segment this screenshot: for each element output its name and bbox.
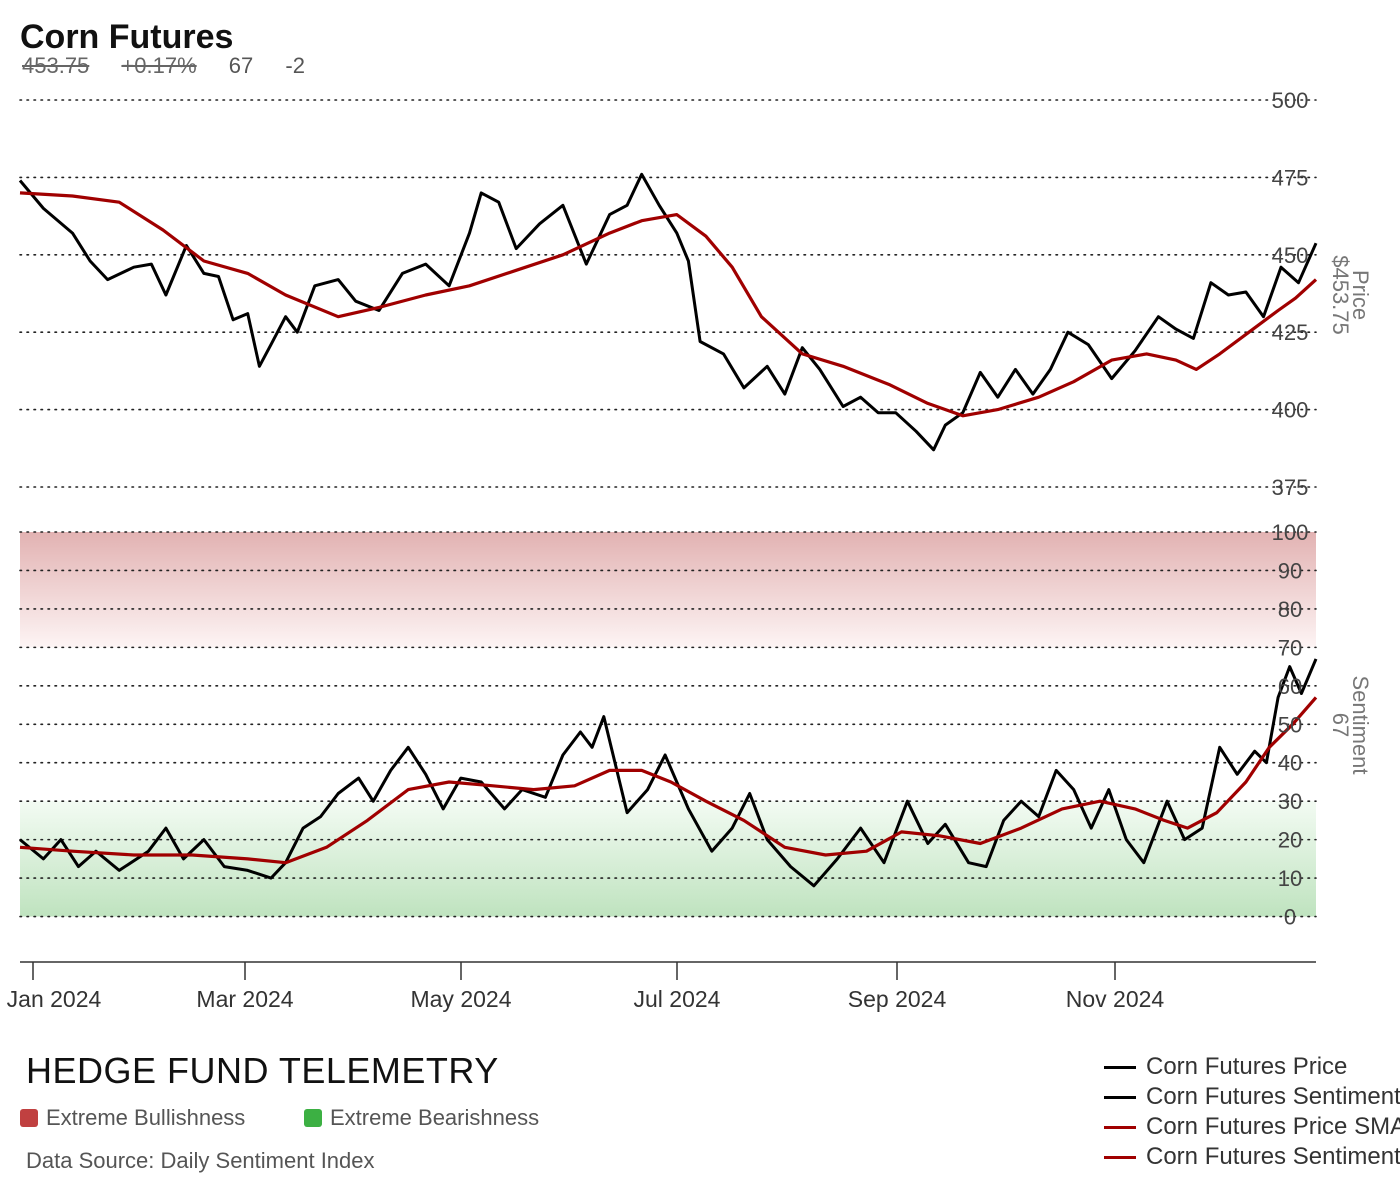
sentiment-y-tick-label: 20 — [1278, 828, 1302, 853]
extreme-bearish-zone — [20, 801, 1316, 917]
legend-swatch-price-sma — [1104, 1125, 1136, 1129]
sentiment-y-tick-label: 80 — [1278, 597, 1302, 622]
price-series-line-1 — [19, 191, 1318, 418]
y-tick-labels: 375 400 425 450 475 500 0 10 20 30 40 50 60 70 80 90 100 — [1272, 88, 1309, 930]
sentiment-y-tick-label: 70 — [1278, 635, 1302, 660]
sentiment-y-tick-label: 90 — [1278, 558, 1302, 583]
legend-label-price-sma: Corn Futures Price SMA — [1146, 1113, 1400, 1140]
price-y-tick-label: 400 — [1272, 398, 1309, 423]
x-tick-label: Nov 2024 — [1066, 986, 1165, 1012]
x-tick-label: Sep 2024 — [848, 986, 947, 1012]
price-change: +0.17% — [121, 53, 197, 78]
sentiment-series-line-1 — [19, 696, 1318, 865]
legend-swatch-price — [1104, 1065, 1136, 1069]
sentiment-axis-label: Sentiment — [1348, 675, 1373, 774]
sentiment-y-tick-label: 60 — [1278, 674, 1302, 699]
bearish-zone-legend: Extreme Bearishness — [304, 1105, 539, 1131]
price-series-line-0 — [18, 172, 1318, 452]
sentiment-y-tick-label: 100 — [1272, 520, 1309, 545]
sentiment-y-tick-label: 10 — [1278, 866, 1302, 891]
legend-swatch-sentiment — [1104, 1095, 1136, 1099]
chart-canvas: 375 400 425 450 475 500 0 10 20 30 40 50 60 70 80 90 100… — [7, 88, 1373, 1012]
legend-label-sentiment-sma: Corn Futures Sentiment SMA — [1146, 1143, 1400, 1170]
series-legend: Corn Futures Price Corn Futures Sentimen… — [1104, 1052, 1400, 1172]
sentiment-series-line-0 — [19, 658, 1318, 888]
price-y-tick-label: 500 — [1272, 88, 1309, 113]
legend-swatch-sentiment-sma — [1104, 1155, 1136, 1159]
series-lines — [18, 172, 1318, 888]
legend-label-price: Corn Futures Price — [1146, 1053, 1348, 1080]
x-axis: Jan 2024 Mar 2024 May 2024 Jul 2024 Sep 2024… — [7, 961, 1316, 1012]
sentiment-y-tick-label: 30 — [1278, 789, 1302, 814]
bearish-zone-label: Extreme Bearishness — [330, 1105, 540, 1130]
bullish-zone-legend: Extreme Bullishness — [20, 1105, 245, 1131]
sentiment-change: -2 — [285, 53, 305, 78]
legend-item-sentiment-sma[interactable]: Corn Futures Sentiment SMA — [1104, 1142, 1400, 1172]
last-price: 453.75 — [22, 53, 90, 78]
price-axis-label: Price — [1348, 270, 1373, 320]
sentiment-y-tick-label: 50 — [1278, 712, 1302, 737]
x-tick-label: Jan 2024 — [7, 986, 102, 1012]
bullish-swatch — [20, 1109, 38, 1127]
sentiment-y-tick-label: 40 — [1278, 751, 1302, 776]
price-axis-value: $453.75 — [1328, 255, 1353, 335]
x-tick-label: Jul 2024 — [634, 986, 721, 1012]
legend-item-price-sma[interactable]: Corn Futures Price SMA — [1104, 1112, 1400, 1142]
x-tick-label: May 2024 — [410, 986, 511, 1012]
sentiment-zones — [20, 532, 1316, 917]
legend-item-sentiment[interactable]: Corn Futures Sentiment — [1104, 1082, 1400, 1112]
sentiment-value: 67 — [228, 53, 254, 78]
legend-label-sentiment: Corn Futures Sentiment — [1146, 1083, 1400, 1110]
x-tick-label: Mar 2024 — [196, 986, 293, 1012]
price-y-tick-label: 450 — [1272, 243, 1309, 268]
chart-title: Corn Futures — [20, 18, 234, 56]
legend-item-price[interactable]: Corn Futures Price — [1104, 1052, 1400, 1082]
quote-row: 453.75 +0.17% 67 -2 — [22, 53, 331, 79]
data-source: Data Source: Daily Sentiment Index — [26, 1148, 375, 1173]
price-y-tick-label: 375 — [1272, 475, 1309, 500]
gridlines — [19, 99, 1317, 918]
brand-name: HEDGE FUND TELEMETRY — [26, 1050, 499, 1091]
bullish-zone-label: Extreme Bullishness — [46, 1105, 246, 1130]
sentiment-y-tick-label: 0 — [1284, 905, 1296, 930]
extreme-bullish-zone — [20, 532, 1316, 648]
bearish-swatch — [304, 1109, 322, 1127]
price-y-tick-label: 475 — [1272, 165, 1309, 190]
price-y-tick-label: 425 — [1272, 320, 1309, 345]
sentiment-axis-value: 67 — [1328, 713, 1353, 737]
